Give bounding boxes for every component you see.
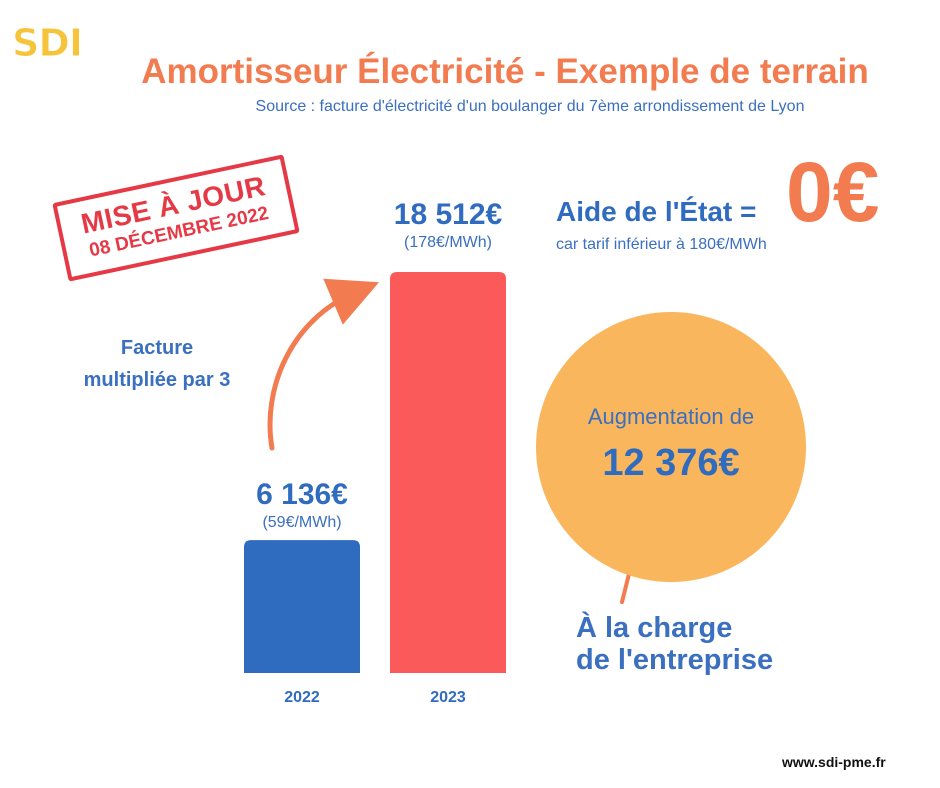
growth-arrow [267,278,380,451]
page-subtitle: Source : facture d'électricité d'un boul… [255,98,805,115]
aide-note: car tarif inférieur à 180€/MWh [556,236,767,253]
multiplier-line2: multipliée par 3 [83,369,231,391]
increase-circle [536,312,806,582]
bar-sublabel-2023: (178€/MWh) [403,234,493,251]
bar-2023 [390,272,506,673]
sdi-logo: SDI [8,18,118,66]
aide-value: 0€ [786,145,880,239]
logo-text: SDI [12,21,82,62]
bar-sublabel-2022: (59€/MWh) [262,514,342,531]
website-url: www.sdi-pme.fr [782,754,886,770]
charge-line2: de l'entreprise [576,644,774,676]
charge-line1: À la charge [576,612,733,644]
x-tick-label-2022: 2022 [284,689,320,706]
charge-annotation: À la charge de l'entreprise [576,612,773,676]
increase-value: 12 376€ [602,442,740,484]
multiplier-annotation: Facture multipliée par 3 [52,332,262,396]
bar-2022 [244,540,360,673]
multiplier-line1: Facture [120,337,194,359]
x-tick-label-2023: 2023 [430,689,466,706]
bar-value-label-2022: 6 136€ [256,478,348,511]
page-title: Amortisseur Électricité - Exemple de ter… [141,52,869,91]
aide-label: Aide de l'État = [556,196,757,227]
increase-label: Augmentation de [587,404,755,429]
bar-value-label-2023: 18 512€ [393,198,503,231]
